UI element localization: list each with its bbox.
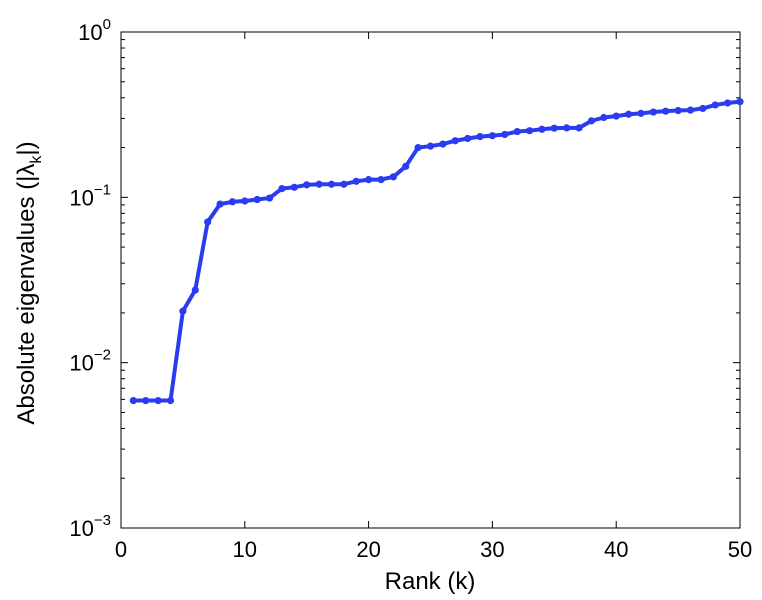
x-tick-label: 40 xyxy=(604,537,628,562)
data-point xyxy=(265,194,274,202)
x-tick-label: 30 xyxy=(480,537,504,562)
data-point xyxy=(154,396,162,405)
axis-ticks xyxy=(120,31,741,529)
data-point xyxy=(612,112,620,120)
data-point xyxy=(166,396,175,405)
data-point xyxy=(402,162,410,170)
data-point xyxy=(327,180,336,188)
x-axis-label: Rank (k) xyxy=(385,568,476,595)
axis-tick-labels: 0 10 20 30 40 50 10−3 10−2 10−1 100 xyxy=(69,16,752,562)
data-point xyxy=(624,110,633,118)
data-point xyxy=(426,142,435,150)
data-point xyxy=(587,117,596,125)
data-point xyxy=(686,106,695,114)
data-point xyxy=(600,113,608,122)
data-point xyxy=(674,106,682,115)
data-point xyxy=(662,107,670,115)
data-point xyxy=(352,177,360,185)
data-point xyxy=(637,109,645,117)
y-tick-label: 10−2 xyxy=(69,347,111,376)
data-point xyxy=(278,184,286,193)
data-point xyxy=(389,173,397,181)
data-point xyxy=(216,200,224,208)
x-tick-label: 20 xyxy=(356,537,380,562)
x-tick-label: 10 xyxy=(233,537,257,562)
y-axis-label-suffix: |) xyxy=(13,141,40,155)
data-point xyxy=(550,124,558,132)
plot-area xyxy=(120,31,741,529)
data-point xyxy=(538,125,546,133)
data-point xyxy=(699,104,707,113)
data-point xyxy=(290,183,298,191)
data-point xyxy=(142,396,150,405)
data-point xyxy=(228,198,237,206)
data-point xyxy=(649,108,657,116)
series-layer xyxy=(129,98,744,405)
y-tick-label: 10−3 xyxy=(69,512,111,541)
y-tick-label: 10−1 xyxy=(69,181,111,210)
data-point xyxy=(303,181,311,189)
data-point xyxy=(488,132,496,140)
y-axis-label-prefix: Absolute eigenvalues (|λ xyxy=(13,164,40,425)
data-point xyxy=(501,130,509,139)
data-point xyxy=(575,124,583,132)
data-point xyxy=(191,286,199,294)
data-point xyxy=(711,101,719,109)
data-point xyxy=(736,98,744,106)
data-point xyxy=(253,195,261,204)
data-point xyxy=(439,140,447,148)
x-tick-label: 0 xyxy=(115,537,127,562)
data-point xyxy=(464,134,472,143)
x-tick-label: 50 xyxy=(728,537,752,562)
data-point xyxy=(451,137,459,145)
data-point xyxy=(241,197,249,205)
data-point xyxy=(129,396,137,405)
data-point xyxy=(525,127,534,135)
y-axis-label-subscript: k xyxy=(28,155,45,164)
data-point xyxy=(414,143,422,152)
y-axis-label: Absolute eigenvalues (|λk|) xyxy=(13,141,45,424)
data-point xyxy=(377,176,385,184)
data-point xyxy=(315,180,323,188)
data-point xyxy=(724,99,732,107)
data-point xyxy=(476,132,484,141)
data-point xyxy=(563,124,571,132)
data-point xyxy=(204,218,212,226)
data-point xyxy=(340,180,348,188)
y-tick-label: 100 xyxy=(78,16,111,45)
data-point xyxy=(179,307,187,315)
data-point xyxy=(365,176,373,184)
data-point xyxy=(513,127,521,136)
